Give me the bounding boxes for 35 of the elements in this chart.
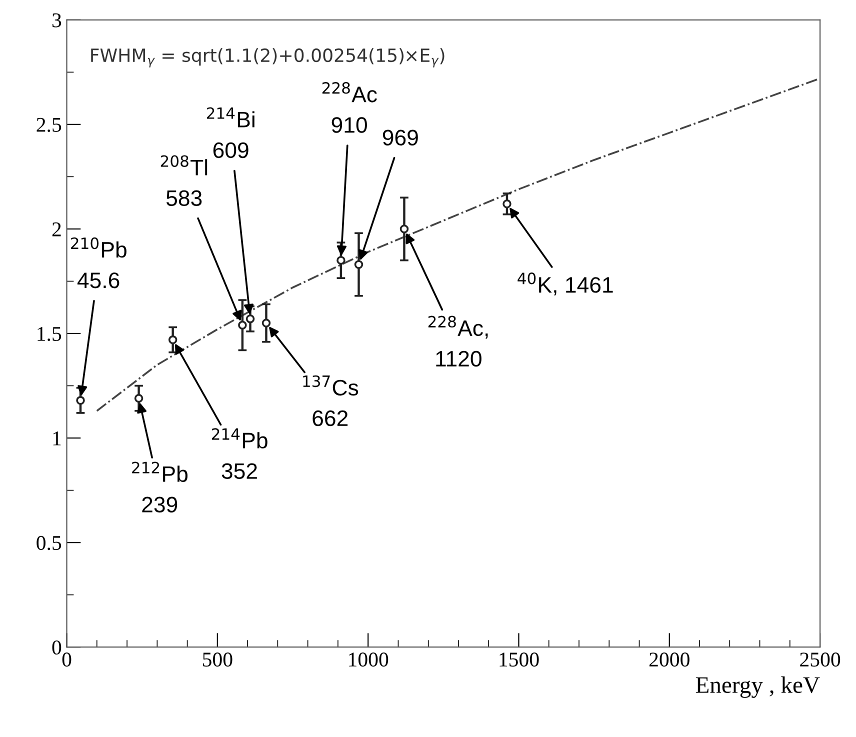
point bbox=[502, 199, 512, 208]
x-tick-label: 1500 bbox=[500, 652, 539, 667]
point bbox=[336, 256, 346, 265]
y-tick-label: 2.5 bbox=[36, 118, 62, 132]
annotation: $^{40}$K, 1461 bbox=[518, 272, 613, 296]
annotation: $^{214}$Bi 609 bbox=[206, 107, 254, 158]
point bbox=[354, 260, 364, 269]
annotation: $^{210}$Pb 45.6 bbox=[71, 237, 126, 288]
annotation: $^{228}$Ac 910 bbox=[322, 82, 377, 133]
annotation: 969 bbox=[382, 130, 418, 146]
point bbox=[76, 396, 85, 405]
y-tick-label: 0.5 bbox=[36, 536, 62, 550]
point bbox=[238, 320, 247, 330]
y-tick-label: 1.5 bbox=[38, 326, 62, 342]
x-tick-label: 0 bbox=[62, 652, 72, 667]
y-tick-label: 3 bbox=[52, 13, 62, 28]
point bbox=[168, 335, 178, 344]
point bbox=[262, 318, 271, 328]
annotation: $^{214}$Pb 352 bbox=[212, 428, 268, 479]
x-tick-label: 500 bbox=[203, 652, 232, 667]
y-tick-label: 0 bbox=[52, 640, 62, 655]
x-tick-label: 2000 bbox=[649, 652, 690, 667]
annotation: $^{212}$Pb 239 bbox=[132, 462, 188, 513]
x-axis-title: Energy , keV bbox=[696, 676, 820, 698]
point bbox=[400, 224, 409, 234]
point bbox=[246, 314, 255, 324]
annotation: $^{228}$Ac, 1120 bbox=[428, 316, 488, 367]
point bbox=[134, 394, 144, 403]
y-tick-label: 2 bbox=[52, 222, 61, 236]
annotation: $^{137}$Cs 662 bbox=[303, 375, 358, 426]
annotation: $^{208}$Tl 583 bbox=[160, 155, 208, 206]
y-tick-label: 1 bbox=[53, 432, 61, 446]
x-tick-label: 2500 bbox=[800, 652, 840, 667]
x-tick-label: 1000 bbox=[349, 652, 388, 667]
annotation: FWHM$_{γ}$ = sqrt(1.1(2)+0.00254(15)×E$_{γ}$) bbox=[91, 48, 444, 68]
